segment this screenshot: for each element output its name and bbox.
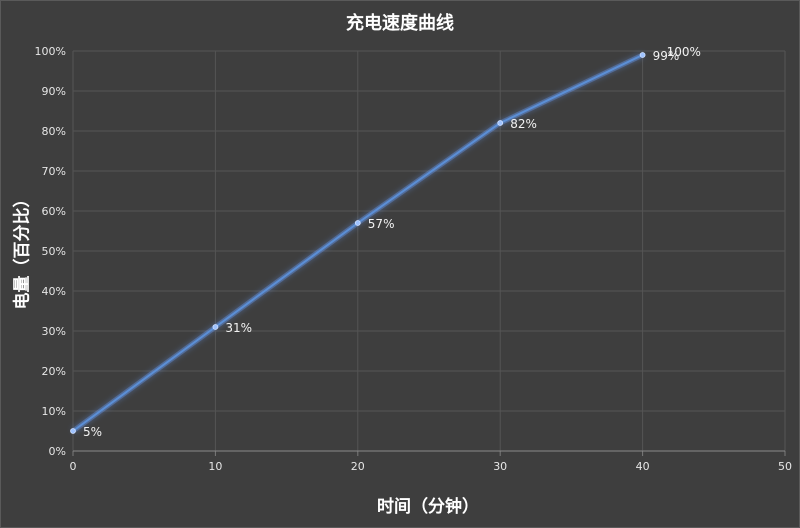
axis-layer: 0% 10% 20% 30% 40% 50% 60% 70% 80% 90% 100% 0 10 20 30… xyxy=(35,45,792,473)
y-tick-label: 20% xyxy=(42,365,66,378)
data-point xyxy=(354,220,361,226)
y-tick-label: 30% xyxy=(42,325,66,338)
y-tick-label: 0% xyxy=(49,445,66,458)
x-tick-label: 50 xyxy=(778,460,792,473)
x-tick-label: 30 xyxy=(493,460,507,473)
y-tick-label: 80% xyxy=(42,125,66,138)
grid-layer xyxy=(72,50,786,452)
data-point xyxy=(70,428,76,434)
data-label: 99% xyxy=(653,49,680,63)
chart-title: 充电速度曲线 xyxy=(346,13,454,34)
data-point xyxy=(639,52,646,58)
x-tick-label: 20 xyxy=(351,460,365,473)
y-tick-label: 100% xyxy=(35,45,66,58)
data-label: 31% xyxy=(225,321,252,335)
y-tick-label: 70% xyxy=(42,165,66,178)
data-label: 57% xyxy=(368,217,395,231)
y-tick-label: 90% xyxy=(42,85,66,98)
data-point xyxy=(212,324,219,330)
series-layer xyxy=(70,52,646,434)
extra-annotation: 100% xyxy=(667,45,701,59)
y-tick-label: 60% xyxy=(42,205,66,218)
data-point xyxy=(497,120,504,126)
x-tick-label: 10 xyxy=(208,460,222,473)
y-tick-label: 40% xyxy=(42,285,66,298)
data-label: 5% xyxy=(83,425,102,439)
data-label: 82% xyxy=(510,117,537,131)
y-tick-label: 50% xyxy=(42,245,66,258)
x-tick-label: 40 xyxy=(636,460,650,473)
y-tick-label: 10% xyxy=(42,405,66,418)
x-axis-title: 时间（分钟） xyxy=(377,497,479,517)
label-layer: 5% 31% 57% 82% 99%100% xyxy=(83,45,701,439)
x-tick-label: 0 xyxy=(70,460,77,473)
